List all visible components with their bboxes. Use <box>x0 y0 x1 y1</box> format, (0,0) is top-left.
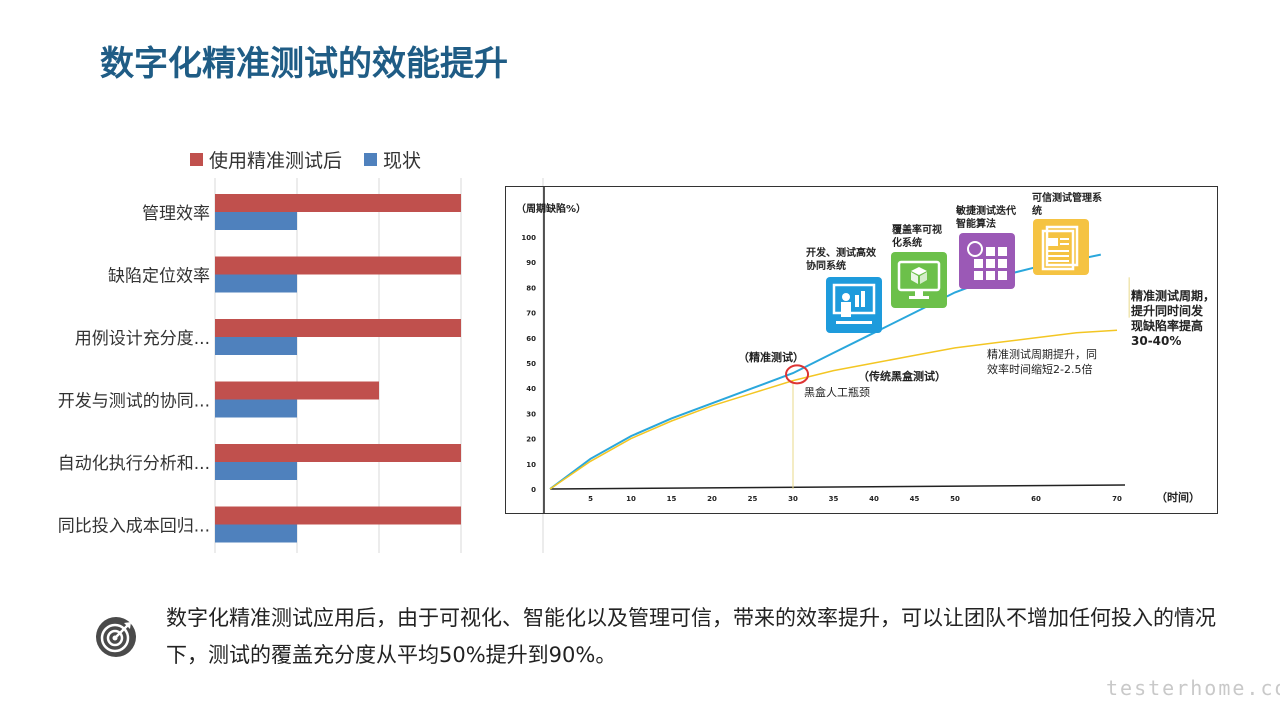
x-tick-label: 15 <box>667 495 677 503</box>
bar-category-label: 同比投入成本回归... <box>58 517 210 537</box>
card-caption-agile: 敏捷测试迭代 智能算法 <box>956 206 1016 230</box>
bar-after <box>215 319 461 337</box>
label-precise-test: （精准测试） <box>738 351 804 364</box>
series-line-precise <box>549 253 1102 490</box>
x-tick-label: 70 <box>1112 495 1122 503</box>
x-tick-label: 45 <box>910 495 920 503</box>
y-tick-label: 0 <box>531 486 536 494</box>
y-tick-label: 70 <box>526 310 536 318</box>
card-caption-trusted: 可信测试管理系 统 <box>1032 193 1102 217</box>
bar-after <box>215 194 461 212</box>
bar-after <box>215 381 379 400</box>
page-title: 数字化精准测试的效能提升 <box>100 44 508 84</box>
bar-after <box>215 256 461 275</box>
bar-current <box>215 524 297 543</box>
y-tick-label: 20 <box>526 436 536 444</box>
bottleneck-marker <box>785 364 810 385</box>
bar-current <box>215 462 297 480</box>
line-chart-panel: 0 10 20 30 40 50 60 70 80 90 100 5 10 15 20 25 30 35 40 45 5… <box>505 186 1218 514</box>
bar-category-label: 管理效率 <box>142 204 210 224</box>
legend-item-after: 使用精准测试后 <box>190 146 342 173</box>
y-tick-label: 10 <box>526 461 536 469</box>
y-tick-label: 30 <box>526 410 536 418</box>
line-chart: 0 10 20 30 40 50 60 70 80 90 100 5 10 15 20 25 30 35 40 45 5… <box>516 187 1200 513</box>
card-trusted-management <box>1033 219 1089 275</box>
y-tick-label: 90 <box>526 259 536 267</box>
monitor-box-icon <box>897 260 941 299</box>
card-caption-collab: 开发、测试高效 协同系统 <box>806 248 876 272</box>
series-line-traditional <box>549 329 1118 490</box>
card-agile-algorithm <box>959 233 1015 289</box>
x-tick-label: 60 <box>1031 495 1041 503</box>
summary-text: 数字化精准测试应用后，由于可视化、智能化以及管理可信，带来的效率提升，可以让团队… <box>166 606 1216 667</box>
card-caption-coverage: 覆盖率可视 化系统 <box>892 225 942 249</box>
document-icon <box>1041 225 1079 271</box>
x-axis <box>549 484 1126 490</box>
bar-category-label: 开发与测试的协同... <box>58 392 210 412</box>
label-traditional-test: （传统黑盒测试） <box>858 370 946 383</box>
y-tick-label: 60 <box>526 335 536 343</box>
label-bottleneck: 黑盒人工瓶颈 <box>804 386 870 399</box>
legend-label-current: 现状 <box>383 150 422 172</box>
bar-after <box>215 444 461 462</box>
note-mid: 精准测试周期提升，同 效率时间缩短2-2.5倍 <box>987 348 1097 376</box>
bar-current <box>215 212 297 230</box>
x-tick-label: 25 <box>748 495 758 503</box>
card-coverage-system <box>891 252 947 308</box>
x-tick-label: 30 <box>788 495 798 503</box>
bar-category-label: 缺陷定位效率 <box>108 267 210 287</box>
x-tick-label: 20 <box>707 495 717 503</box>
bar-category-label: 自动化执行分析和... <box>58 454 210 474</box>
card-collab-system <box>826 277 882 333</box>
bar-category-label: 用例设计充分度... <box>75 329 210 349</box>
x-axis-label: （时间） <box>1156 490 1200 504</box>
x-tick-label: 5 <box>588 495 593 503</box>
grid-upload-icon <box>967 241 1007 280</box>
y-axis-label: （周期缺陷%） <box>516 202 586 215</box>
y-tick-label: 100 <box>521 234 536 242</box>
legend-swatch-after <box>190 153 203 166</box>
y-tick-label: 40 <box>526 385 536 393</box>
bar-current <box>215 399 297 418</box>
note-right: 精准测试周期， 提升同时间发 现缺陷率提高 30-40% <box>1131 289 1216 348</box>
bar-current <box>215 274 297 293</box>
y-tick-label: 50 <box>526 360 536 368</box>
y-tick-label: 80 <box>526 284 536 292</box>
legend-item-current: 现状 <box>364 146 421 173</box>
watermark: testerhome.com <box>1106 676 1280 700</box>
bar-current <box>215 337 297 355</box>
bar-after <box>215 506 461 525</box>
x-tick-label: 10 <box>626 495 636 503</box>
target-icon <box>96 617 136 657</box>
x-tick-label: 35 <box>829 495 839 503</box>
x-tick-label: 50 <box>950 495 960 503</box>
bar-chart-legend: 使用精准测试后 现状 <box>190 146 443 173</box>
legend-swatch-current <box>364 153 378 166</box>
presentation-icon <box>832 283 876 324</box>
x-tick-label: 40 <box>869 495 879 503</box>
legend-label-after: 使用精准测试后 <box>209 150 343 172</box>
